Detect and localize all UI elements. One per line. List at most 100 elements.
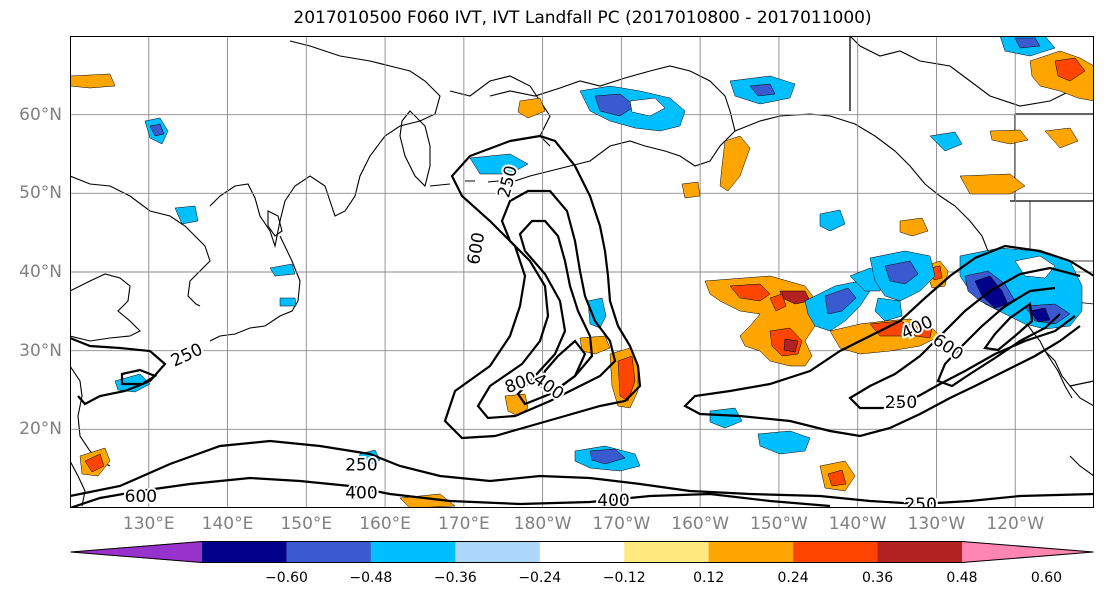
- aleutians: [429, 180, 511, 187]
- asia-coastline: [70, 40, 441, 307]
- colorbar-segment: [877, 541, 963, 563]
- lon-tick-label: 120°W: [986, 514, 1045, 534]
- lon-tick-label: 160°W: [671, 514, 730, 534]
- negative-anomaly-patch: [1029, 307, 1051, 323]
- negative-anomaly-patch: [279, 297, 297, 307]
- ivt-contour-800-east: [983, 302, 1034, 352]
- contour-label: 400: [343, 481, 379, 505]
- lon-tick-label: 150°W: [750, 514, 808, 534]
- colorbar-outline: [70, 541, 1094, 563]
- contour-label: 400: [595, 489, 631, 508]
- contour-label: 600: [123, 485, 159, 508]
- colorbar-tick-label: −0.60: [264, 570, 308, 586]
- lon-tick-label: 130°E: [122, 514, 175, 534]
- lat-tick-label: 30°N: [19, 340, 62, 361]
- ivt-contour-600-east: [936, 286, 1061, 388]
- contour-label: 250: [902, 493, 938, 508]
- colorbar-tick-label: 0.48: [946, 570, 978, 586]
- colorbar-segment: [286, 541, 372, 563]
- lon-tick-label: 180°W: [513, 514, 572, 534]
- negative-anomaly-patch: [1014, 37, 1041, 49]
- positive-anomaly-patch: [84, 453, 105, 473]
- svg-text:400: 400: [597, 491, 629, 508]
- positive-anomaly-patch: [517, 97, 546, 119]
- positive-anomaly-patch: [909, 325, 933, 339]
- negative-anomaly-patch: [929, 131, 963, 152]
- negative-anomaly-patch: [709, 407, 743, 429]
- map-area: 250 600 800 400 250 250 400 600 400 250 250 400 600: [70, 36, 1094, 508]
- ivt-contour-800-central: [538, 339, 587, 393]
- colorbar-under-triangle: [70, 541, 202, 563]
- contour-label: 250: [883, 391, 919, 415]
- philippines-coastline: [70, 460, 86, 507]
- positive-anomaly-patch: [70, 73, 116, 89]
- positive-anomaly-patch: [1044, 127, 1079, 149]
- colorbar-segment: [455, 541, 541, 563]
- negative-anomaly-patch: [757, 430, 811, 455]
- ivt-contour-400-tropics: [70, 476, 831, 508]
- negative-anomaly-patch: [149, 123, 165, 137]
- lon-tick-label: 140°W: [828, 514, 887, 534]
- lon-tick-label: 160°E: [359, 514, 411, 534]
- svg-text:250: 250: [345, 456, 377, 476]
- colorbar-tick-label: 0.12: [693, 570, 725, 586]
- lon-tick-label: 130°W: [907, 514, 966, 534]
- central-america-coastline: [1069, 455, 1094, 477]
- colorbar-body: [70, 541, 1094, 563]
- negative-anomaly-patch: [594, 93, 636, 117]
- negative-anomaly-patch: [589, 448, 626, 465]
- colorbar: [70, 541, 1094, 563]
- kamchatka-coastline: [399, 110, 431, 188]
- svg-text:600: 600: [125, 487, 157, 507]
- colorbar-tick-label: −0.12: [602, 570, 646, 586]
- svg-text:250: 250: [168, 340, 206, 372]
- ivt-contour-250-central: [443, 134, 642, 440]
- lat-tick-label: 40°N: [19, 262, 62, 282]
- positive-anomaly-patch: [989, 129, 1029, 145]
- negative-anomaly-patch: [874, 297, 903, 322]
- pc-shading: [70, 36, 1094, 508]
- colorbar-segment: [539, 541, 625, 563]
- svg-text:400: 400: [345, 483, 377, 503]
- svg-text:250: 250: [904, 495, 936, 508]
- colorbar-tick-label: 0.36: [861, 570, 894, 586]
- positive-anomaly-patch: [899, 217, 929, 237]
- lat-tick-label: 20°N: [19, 419, 62, 440]
- lon-tick-label: 150°E: [280, 514, 333, 534]
- colorbar-segment: [370, 541, 456, 563]
- contour-label: 250: [166, 338, 208, 374]
- ivt-contour-400-east: [848, 266, 1081, 410]
- contour-label: 600: [462, 229, 491, 268]
- svg-text:250: 250: [885, 393, 917, 413]
- positive-anomaly-patch: [579, 335, 611, 355]
- colorbar-tick-label: 0.24: [777, 570, 809, 586]
- us-mexico-border: [1069, 380, 1094, 387]
- lon-tick-label: 170°W: [592, 514, 651, 534]
- colorbar-segment: [793, 541, 879, 563]
- ivt-contours: [70, 134, 1094, 508]
- positive-anomaly-patch: [617, 355, 636, 402]
- canada-coastline: [849, 36, 1094, 107]
- negative-anomaly-patch: [819, 209, 846, 232]
- positive-anomaly-patch: [1054, 57, 1086, 82]
- negative-anomaly-patch: [824, 287, 857, 315]
- positive-anomaly-patch: [783, 338, 799, 353]
- svg-text:600: 600: [464, 231, 489, 266]
- korea-china-coastline: [70, 273, 141, 342]
- colorbar-over-triangle: [962, 541, 1094, 563]
- positive-anomaly-patch: [729, 283, 771, 302]
- negative-anomaly-patch: [269, 263, 296, 277]
- colorbar-tick-label: 0.60: [1030, 570, 1063, 586]
- negative-anomaly-patch: [174, 205, 199, 225]
- positive-anomaly-patch: [827, 469, 847, 487]
- positive-anomaly-patch: [681, 181, 701, 199]
- colorbar-segment: [202, 541, 287, 563]
- positive-anomaly-patch: [719, 135, 751, 192]
- lat-tick-label: 60°N: [19, 104, 62, 125]
- ivt-contour-250-west-inner: [120, 368, 158, 386]
- positive-anomaly-patch: [869, 320, 919, 337]
- lat-tick-label: 50°N: [19, 183, 62, 204]
- map-title: 2017010500 F060 IVT, IVT Landfall PC (20…: [293, 8, 872, 28]
- lon-tick-label: 140°E: [201, 514, 254, 534]
- contour-label: 250: [343, 454, 379, 478]
